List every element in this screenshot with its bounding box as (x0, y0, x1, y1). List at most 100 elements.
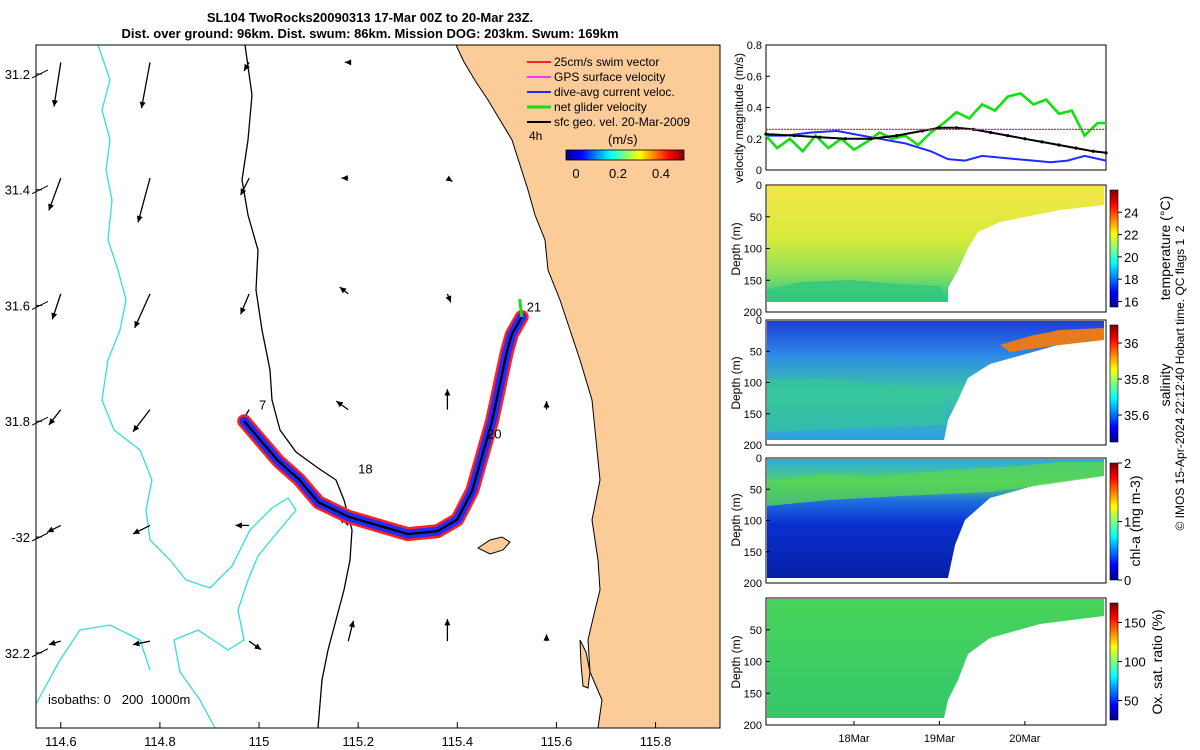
map-y-grid-slash (31, 185, 49, 195)
temperature-colorbar (1109, 189, 1119, 308)
isobath-200m (241, 44, 353, 729)
legend-item-gps: GPS surface velocity (554, 70, 665, 84)
current-arrow-head (48, 639, 56, 646)
salinity-colorbar-label: salinity (1157, 364, 1173, 407)
legend-colorbar-tick-1: 0.2 (609, 166, 627, 181)
isobath-1000m (35, 44, 297, 729)
salinity-panel: 0 50 100 150 200 Depth (m) 35.6 35.8 36 salini… (729, 315, 1173, 452)
oxygen-panel: 50 100 150 200 Depth (m) 50 100 150 Ox. sat. … (729, 597, 1165, 745)
map-y-ticks: 31.2 31.4 31.6 31.8 -32 32.2 (5, 67, 49, 661)
depth-tick-label: 0 (756, 180, 762, 192)
depth-tick-label: 150 (744, 409, 762, 421)
map-y-tick-label: 31.4 (5, 183, 30, 198)
velocity-point-sfc-geo (989, 130, 993, 135)
current-arrow-head (444, 389, 451, 396)
velocity-series-dive_avg_current (766, 129, 1107, 164)
current-arrow-shaft (140, 62, 151, 109)
map-y-tick-label: 32.2 (5, 646, 30, 661)
velocity-point-sfc-geo (764, 132, 768, 136)
oxygen-y-ticks: 50 100 150 200 (744, 625, 770, 732)
depth-tick-label: 200 (744, 440, 762, 452)
velocity-ylabel: velocity magnitude (m/s) (732, 53, 746, 183)
velocity-y-ticks: 0 0.2 0.4 0.6 0.8 (747, 40, 770, 177)
figure-title-line2: Dist. over ground: 96km. Dist. swum: 86k… (121, 26, 618, 41)
current-arrow-head (48, 203, 54, 211)
depth-tick-label: 200 (744, 720, 762, 732)
map-y-grid-slash (31, 69, 49, 79)
velocity-point-sfc-geo (792, 134, 796, 138)
current-arrow-shaft (53, 62, 62, 107)
velocity-series-sfc_geo_velocity (765, 126, 1107, 154)
time-x-ticks: 18Mar 19Mar 20Mar (838, 721, 1041, 745)
map-y-grid-slash (31, 416, 49, 426)
velocity-y-tick-label: 0.6 (747, 71, 762, 83)
legend-colorbar-tick-2: 0.4 (652, 166, 670, 181)
glider-track (237, 298, 529, 542)
velocity-point-sfc-geo (895, 134, 899, 138)
colorbar-tick-label: 36 (1124, 336, 1138, 351)
current-arrow-head (344, 59, 352, 66)
chlorophyll-max-layer (767, 462, 1104, 506)
velocity-y-tick-label: 0.2 (747, 134, 762, 146)
current-arrow-head (543, 634, 550, 641)
temperature-ylabel: Depth (m) (729, 222, 743, 275)
colorbar-tick-label: 150 (1124, 616, 1146, 631)
colorbar-tick-label: 24 (1124, 205, 1138, 220)
current-arrow-head (47, 526, 55, 533)
depth-tick-label: 50 (750, 212, 762, 224)
salinity-mid-band (767, 378, 948, 432)
track-day-label: 21 (527, 299, 541, 314)
map-x-tick-label: 114.8 (144, 734, 176, 749)
salinity-colorbar-ticks: 35.6 35.8 36 (1118, 336, 1149, 423)
map-y-tick-label: -32 (11, 530, 30, 545)
depth-tick-label: 50 (750, 625, 762, 637)
colorbar-tick-label: 22 (1124, 228, 1138, 243)
depth-tick-label: 100 (744, 657, 762, 669)
time-x-tick-label: 18Mar (838, 733, 870, 745)
map-y-grid-slash (31, 648, 49, 658)
current-arrow-head (134, 320, 141, 328)
legend-colorbar (565, 149, 685, 161)
depth-tick-label: 200 (744, 307, 762, 319)
velocity-point-sfc-geo (937, 126, 942, 130)
velocity-y-tick-label: 0.4 (747, 103, 762, 115)
colorbar-tick-label: 20 (1124, 250, 1138, 265)
current-arrow-head (51, 99, 58, 107)
temperature-field (767, 186, 1104, 302)
velocity-point-sfc-geo (954, 126, 959, 130)
temperature-panel: 0 50 100 150 200 Depth (m) 16 18 20 22 24 temper… (729, 180, 1173, 319)
land-mass (455, 44, 721, 729)
map-x-tick-label: 115.2 (342, 734, 374, 749)
oxygen-colorbar-label: Ox. sat. ratio (%) (1149, 609, 1165, 714)
current-arrow-head (445, 175, 453, 182)
current-arrow-head (136, 215, 143, 223)
depth-tick-label: 0 (756, 453, 762, 465)
velocity-point-sfc-geo (869, 137, 873, 141)
oxygen-colorbar (1109, 602, 1119, 721)
velocity-point-sfc-geo (1006, 134, 1010, 138)
rottnest-island (477, 536, 511, 555)
glider-track-line (243, 316, 523, 536)
track-day-label: 20 (487, 427, 501, 442)
colorbar-tick-label: 16 (1124, 294, 1138, 309)
depth-tick-label: 100 (744, 244, 762, 256)
chlorophyll-y-ticks: 0 50 100 150 200 (744, 453, 770, 590)
temperature-colorbar-label: temperature (°C) (1157, 196, 1173, 300)
chlorophyll-colorbar-label: chl-a (mg m-3) (1127, 475, 1143, 566)
depth-tick-label: 150 (744, 688, 762, 700)
figure-title-line1: SL104 TwoRocks20090313 17-Mar 00Z to 20-… (207, 10, 533, 25)
chlorophyll-panel: 0 50 100 150 200 Depth (m) 0 1 2 chl-a (mg m-3… (729, 453, 1143, 590)
current-arrow-head (336, 401, 344, 408)
legend-colorbar-tick-0: 0 (572, 166, 579, 181)
chlorophyll-colorbar (1109, 462, 1119, 581)
copyright-note: © IMOS 15-Apr-2024 22:12:40 Hobart time.… (1173, 225, 1187, 530)
current-arrow-head (445, 295, 452, 303)
track-day-labels: 7 18 20 21 (259, 299, 541, 476)
depth-tick-label: 50 (750, 346, 762, 358)
depth-tick-label: 150 (744, 547, 762, 559)
depth-tick-label: 200 (744, 578, 762, 590)
current-arrow-head (139, 101, 146, 109)
current-arrow-head (51, 312, 58, 320)
track-day-label: 18 (358, 461, 372, 476)
legend-item-sfc-geo: sfc geo. vel. 20-Mar-2009 (554, 115, 690, 129)
